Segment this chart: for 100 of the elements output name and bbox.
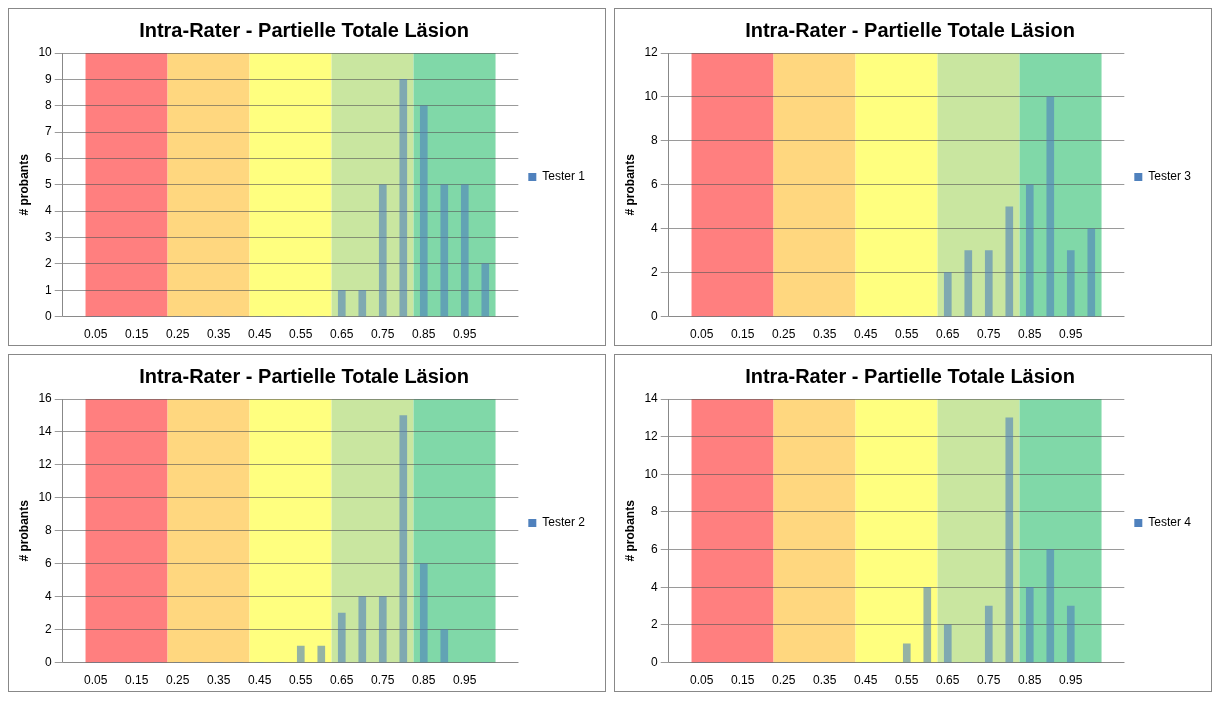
x-tick-label: 0.95 [1059, 327, 1083, 342]
y-tick-label: 4 [45, 589, 53, 604]
y-tick-label: 2 [651, 264, 659, 279]
y-tick-label: 6 [45, 150, 53, 165]
x-tick-label: 0.55 [895, 673, 919, 688]
x-tick-label: 0.05 [690, 327, 714, 342]
x-tick-label: 0.95 [1059, 673, 1083, 688]
bar [984, 250, 993, 317]
x-tick-label: 0.35 [207, 327, 231, 342]
y-tick-label: 2 [45, 256, 53, 271]
legend-label: Tester 3 [1148, 169, 1192, 184]
bar [440, 184, 449, 317]
y-tick-label: 10 [38, 45, 53, 60]
y-axis-title: # probants [16, 153, 31, 216]
y-tick-label: 0 [651, 308, 659, 323]
y-tick-label: 6 [651, 177, 659, 192]
y-tick-label: 8 [651, 504, 659, 519]
bar [317, 645, 326, 663]
x-tick-label: 0.25 [166, 327, 190, 342]
chart-title: Intra-Rater - Partielle Totale Läsion [745, 18, 1075, 41]
y-tick-label: 6 [651, 541, 659, 556]
x-tick-label: 0.35 [207, 673, 231, 688]
x-tick-label: 0.35 [813, 673, 837, 688]
y-tick-label: 0 [45, 308, 53, 323]
y-tick-label: 8 [45, 523, 53, 538]
y-tick-label: 6 [45, 556, 53, 571]
y-tick-label: 0 [45, 654, 53, 669]
bar [399, 415, 408, 663]
bar [399, 79, 408, 317]
x-tick-label: 0.95 [453, 673, 477, 688]
bar [337, 289, 346, 317]
x-tick-label: 0.15 [125, 673, 149, 688]
bar [378, 184, 387, 317]
bar [902, 643, 911, 663]
y-tick-label: 2 [45, 621, 53, 636]
bar [460, 184, 469, 317]
x-tick-label: 0.45 [248, 327, 272, 342]
chart-title: Intra-Rater - Partielle Totale Läsion [745, 364, 1075, 387]
y-tick-label: 14 [38, 424, 53, 439]
y-tick-label: 8 [45, 98, 53, 113]
y-axis-title: # probants [622, 499, 637, 562]
x-tick-label: 0.15 [731, 327, 755, 342]
x-tick-label: 0.45 [248, 673, 272, 688]
x-tick-label: 0.45 [854, 327, 878, 342]
y-tick-label: 0 [651, 654, 659, 669]
y-tick-label: 4 [45, 203, 53, 218]
bar [984, 605, 993, 663]
x-tick-label: 0.65 [936, 673, 960, 688]
legend-label: Tester 4 [1148, 515, 1192, 530]
bar [1066, 250, 1075, 317]
bar [943, 624, 952, 663]
x-tick-label: 0.75 [371, 673, 395, 688]
y-tick-label: 10 [644, 89, 659, 104]
x-tick-label: 0.75 [977, 327, 1001, 342]
legend-label: Tester 1 [542, 169, 586, 184]
y-tick-label: 4 [651, 221, 659, 236]
legend-label: Tester 2 [542, 515, 586, 530]
bar [1025, 184, 1034, 317]
bar [296, 645, 305, 663]
bar [964, 250, 973, 317]
x-tick-label: 0.65 [330, 327, 354, 342]
x-tick-label: 0.85 [412, 673, 436, 688]
y-tick-label: 10 [38, 490, 53, 505]
bar [1087, 228, 1096, 317]
bar [481, 263, 490, 317]
x-tick-label: 0.75 [977, 673, 1001, 688]
y-axis-title: # probants [16, 499, 31, 562]
x-tick-label: 0.25 [772, 673, 796, 688]
x-tick-label: 0.05 [84, 327, 108, 342]
x-tick-label: 0.15 [731, 673, 755, 688]
x-tick-label: 0.15 [125, 327, 149, 342]
bar [378, 596, 387, 663]
bar [358, 596, 367, 663]
x-tick-label: 0.65 [936, 327, 960, 342]
x-tick-label: 0.05 [84, 673, 108, 688]
chart-title: Intra-Rater - Partielle Totale Läsion [139, 18, 469, 41]
bar [1046, 96, 1055, 317]
y-tick-label: 12 [38, 457, 53, 472]
x-tick-label: 0.95 [453, 327, 477, 342]
bar [1025, 586, 1034, 663]
bar [337, 612, 346, 663]
bar [1046, 549, 1055, 663]
bar [1066, 605, 1075, 663]
y-tick-label: 16 [38, 391, 53, 406]
x-tick-label: 0.25 [166, 673, 190, 688]
y-axis-title: # probants [622, 153, 637, 216]
x-tick-label: 0.35 [813, 327, 837, 342]
x-tick-label: 0.25 [772, 327, 796, 342]
bar [419, 105, 428, 317]
bar [1005, 206, 1014, 317]
x-tick-label: 0.85 [412, 327, 436, 342]
x-tick-label: 0.45 [854, 673, 878, 688]
x-tick-label: 0.85 [1018, 673, 1042, 688]
y-tick-label: 9 [45, 71, 53, 86]
x-tick-label: 0.05 [690, 673, 714, 688]
y-tick-label: 1 [45, 282, 53, 297]
y-tick-label: 8 [651, 133, 659, 148]
x-tick-label: 0.85 [1018, 327, 1042, 342]
chart-title: Intra-Rater - Partielle Totale Läsion [139, 364, 469, 387]
bar [440, 629, 449, 663]
